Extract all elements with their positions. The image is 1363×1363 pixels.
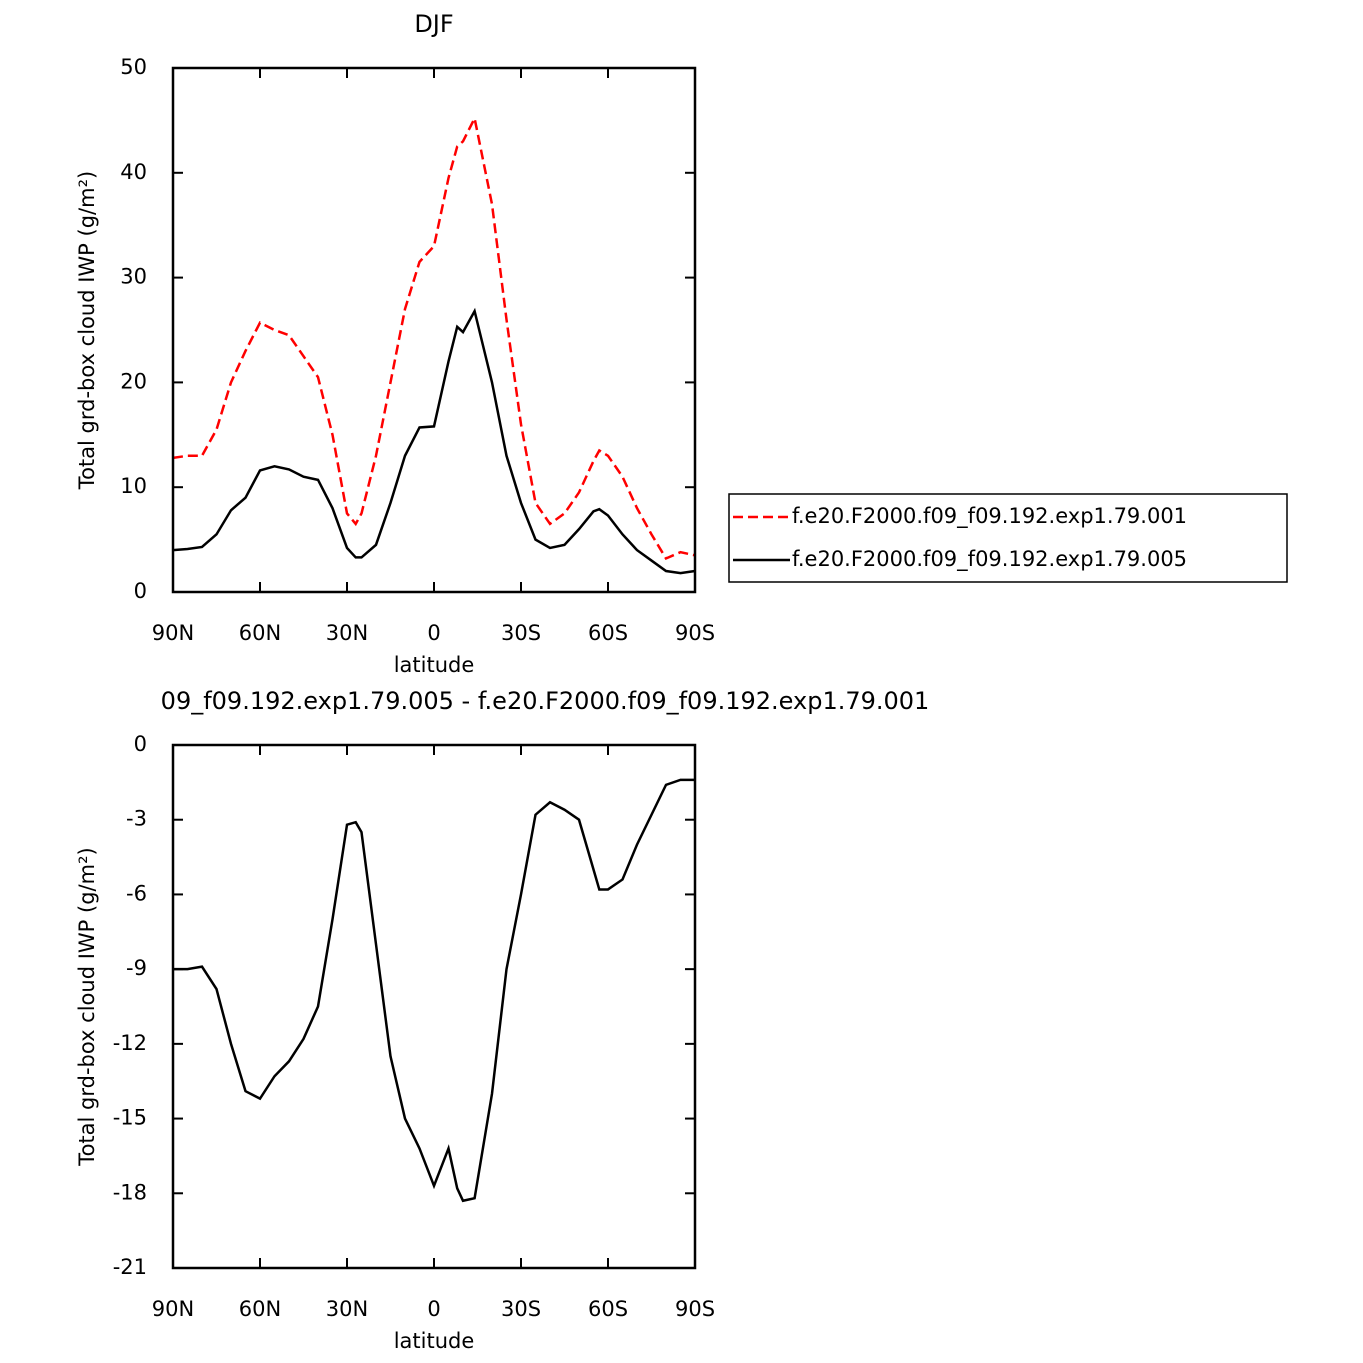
plot-frame: [171, 743, 697, 1270]
x-tick-label: 90N: [152, 1297, 194, 1321]
y-tick-label: 40: [120, 160, 147, 184]
y-tick-label: -9: [126, 956, 147, 980]
y-tick-label: -3: [126, 807, 147, 831]
x-axis-label: latitude: [394, 1329, 475, 1353]
y-tick-label: -15: [113, 1106, 147, 1130]
x-tick-label: 30N: [326, 621, 368, 645]
y-tick-label: -6: [126, 881, 147, 905]
x-tick-label: 90N: [152, 621, 194, 645]
x-tick-label: 60S: [588, 1297, 628, 1321]
x-axis-label: latitude: [394, 653, 475, 677]
x-tick-label: 60S: [588, 621, 628, 645]
legend-label: f.e20.F2000.f09_f09.192.exp1.79.005: [792, 547, 1187, 572]
legend-label: f.e20.F2000.f09_f09.192.exp1.79.001: [792, 504, 1187, 529]
data-line: [172, 114, 696, 561]
y-tick-label: 20: [120, 369, 147, 393]
x-tick-label: 90S: [675, 1297, 715, 1321]
y-tick-label: 50: [120, 55, 147, 79]
x-tick-label: 30S: [501, 621, 541, 645]
x-tick-label: 60N: [239, 621, 281, 645]
x-tick-label: 60N: [239, 1297, 281, 1321]
y-axis-label: Total grd-box cloud IWP (g/m²): [75, 171, 99, 490]
y-tick-label: -18: [113, 1180, 147, 1204]
y-axis-label: Total grd-box cloud IWP (g/m²): [75, 847, 99, 1166]
x-tick-label: 30S: [501, 1297, 541, 1321]
x-tick-label: 0: [427, 1297, 440, 1321]
y-tick-label: 0: [134, 732, 147, 756]
legend-box: [728, 493, 1288, 583]
x-tick-label: 30N: [326, 1297, 368, 1321]
y-tick-label: 0: [134, 579, 147, 603]
x-tick-label: 90S: [675, 621, 715, 645]
chart-title: DJF: [414, 10, 453, 38]
y-tick-label: 10: [120, 474, 147, 498]
chart-title: 09_f09.192.exp1.79.005 - f.e20.F2000.f09…: [161, 687, 930, 715]
y-tick-label: -12: [113, 1031, 147, 1055]
data-line: [172, 307, 696, 575]
data-line: [173, 778, 695, 1203]
y-tick-label: -21: [113, 1255, 147, 1279]
plot-frame: [171, 66, 697, 594]
x-tick-label: 0: [427, 621, 440, 645]
y-tick-label: 30: [120, 265, 147, 289]
